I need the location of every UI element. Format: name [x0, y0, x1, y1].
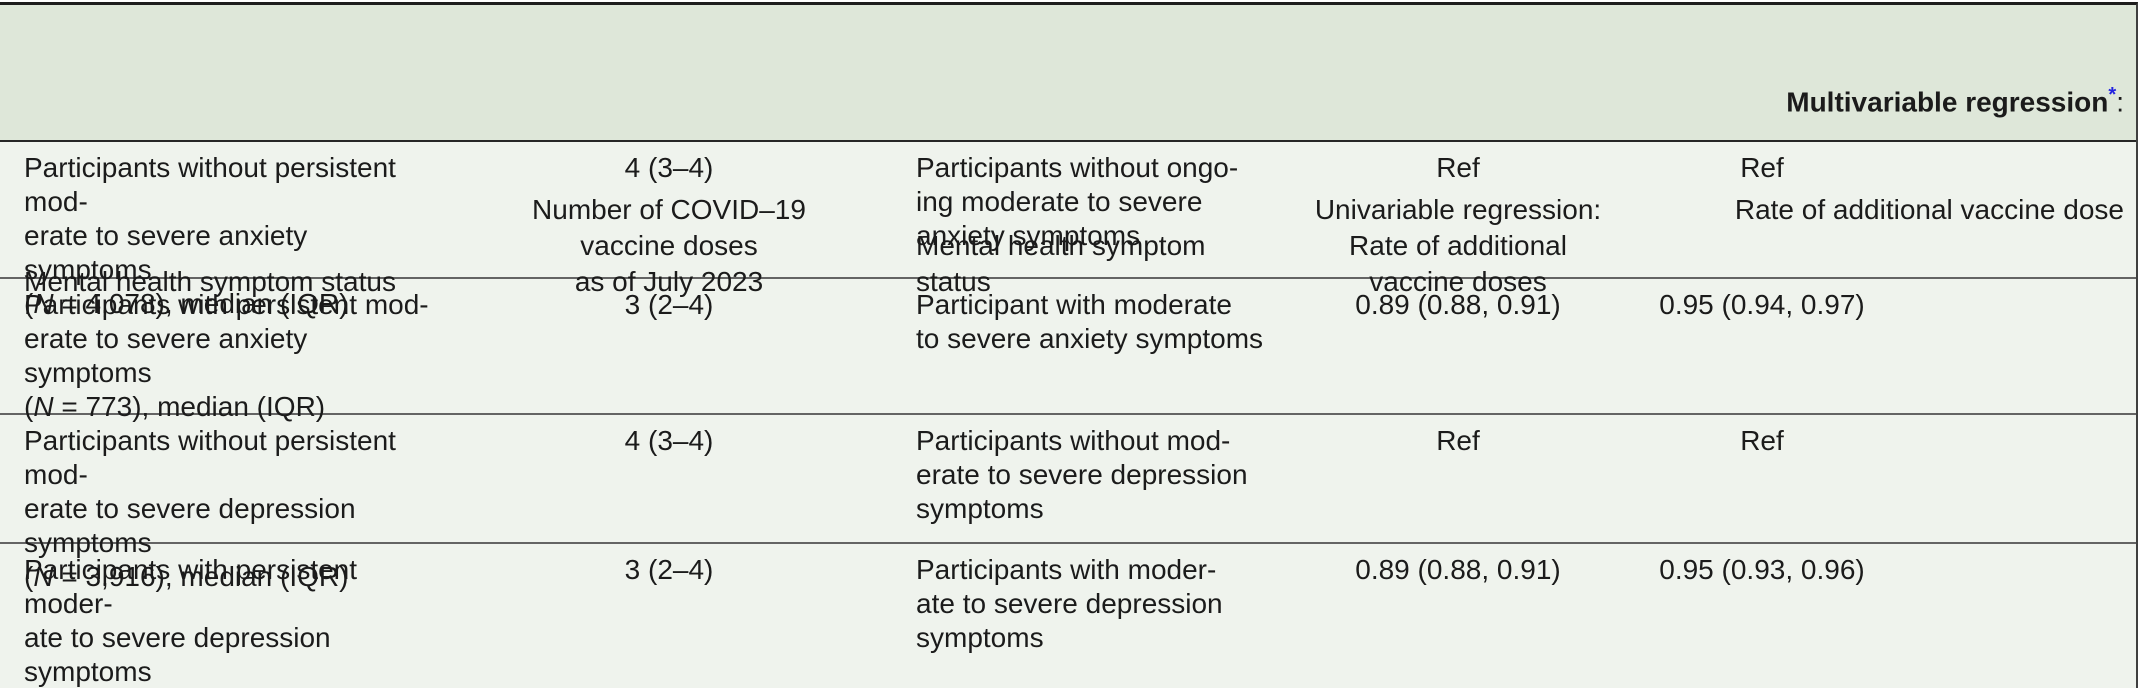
multivariable-bold-label: Multivariable regression	[1786, 86, 2109, 118]
header-mental-health-status-1: Mental health symptom status	[24, 266, 396, 298]
status-text: Participants without persistent mod- era…	[24, 425, 396, 592]
n-italic: N	[33, 561, 54, 592]
header-multivariable-regression: Multivariable regression*: Rate of addit…	[1618, 5, 2136, 316]
footnote-asterisk: *	[2108, 84, 2117, 106]
cell-univariable-rate: Ref	[1436, 425, 1480, 456]
cell-status: Participants without persistent mod- era…	[0, 415, 450, 594]
n-italic: N	[33, 391, 54, 422]
status-text: Participants with persistent mod- erate …	[24, 289, 429, 422]
status-n-value: = 3,916), median (IQR)	[53, 561, 349, 592]
cell-multivariable-rate: Ref	[1740, 152, 1784, 183]
status-text: Participants without persistent mod- era…	[24, 152, 396, 319]
cell-status: Participants with persistent moder- ate …	[0, 544, 450, 688]
header-multivariable-line2: Rate of additional vaccine dose	[1734, 194, 2124, 226]
cell-symptom-status: Participants without mod- erate to sever…	[916, 425, 1248, 524]
header-vaccine-doses: Number of COVID–19 vaccine doses as of J…	[532, 194, 806, 298]
n-italic: N	[33, 288, 54, 319]
cell-symptom-status: Participants without ongo- ing moderate …	[916, 152, 1239, 251]
cell-multivariable-rate: 0.95 (0.93, 0.96)	[1659, 554, 1865, 585]
status-n-value: = 4,078), median (IQR)	[53, 288, 349, 319]
cell-symptom-status: Participants with moder- ate to severe d…	[916, 554, 1223, 653]
cell-doses: 3 (2–4)	[624, 289, 714, 320]
cell-univariable-rate: 0.89 (0.88, 0.91)	[1355, 289, 1561, 320]
cell-multivariable-rate: Ref	[1740, 425, 1784, 456]
cell-doses: 4 (3–4)	[624, 425, 714, 456]
cell-status: Participants with persistent mod- erate …	[0, 279, 450, 424]
table-header-row: Mental health symptom status Number of C…	[0, 5, 2136, 297]
status-n-value: = 773), median (IQR)	[53, 391, 326, 422]
multivariable-colon: :	[2116, 86, 2124, 118]
cell-multivariable-rate: 0.95 (0.94, 0.97)	[1659, 289, 1865, 320]
header-mental-health-status-2: Mental health symptom status	[916, 230, 1206, 298]
header-multivariable-line1: Multivariable regression*:	[1618, 77, 2124, 120]
cell-doses: 3 (2–4)	[624, 554, 714, 585]
cell-univariable-rate: 0.89 (0.88, 0.91)	[1355, 554, 1561, 585]
status-text: Participants with persistent moder- ate …	[24, 554, 358, 687]
cell-univariable-rate: Ref	[1436, 152, 1480, 183]
table-row: Participants without persistent mod- era…	[0, 413, 2136, 592]
table-row: Participants with persistent moder- ate …	[0, 542, 2136, 688]
header-univariable-regression: Univariable regression: Rate of addition…	[1314, 194, 1602, 298]
table-row: Participants without persistent mod- era…	[0, 142, 2136, 319]
cell-status: Participants without persistent mod- era…	[0, 142, 450, 321]
table-row: Participants with persistent mod- erate …	[0, 277, 2136, 422]
cell-symptom-status: Participant with moderate to severe anxi…	[916, 289, 1264, 354]
cell-doses: 4 (3–4)	[624, 152, 714, 183]
